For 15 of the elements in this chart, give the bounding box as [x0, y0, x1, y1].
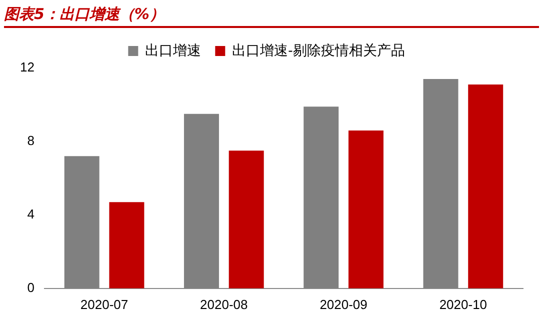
y-tick-label: 0 — [27, 280, 34, 295]
legend-label: 出口增速-剔除疫情相关产品 — [232, 42, 405, 58]
bar — [109, 202, 144, 288]
y-tick-label: 12 — [20, 60, 34, 75]
legend-label: 出口增速 — [145, 42, 202, 58]
x-tick-label: 2020-07 — [80, 296, 128, 312]
x-tick-label: 2020-09 — [320, 296, 368, 312]
bar — [348, 130, 384, 288]
x-tick-label: 2020-08 — [200, 296, 248, 312]
bar — [468, 84, 504, 288]
y-tick-label: 8 — [27, 133, 34, 148]
y-tick-label: 4 — [27, 206, 34, 222]
bar — [228, 150, 264, 288]
x-tick-label: 2020-10 — [439, 296, 488, 312]
chart-title: 图表5：出口增速（%） — [4, 2, 539, 28]
